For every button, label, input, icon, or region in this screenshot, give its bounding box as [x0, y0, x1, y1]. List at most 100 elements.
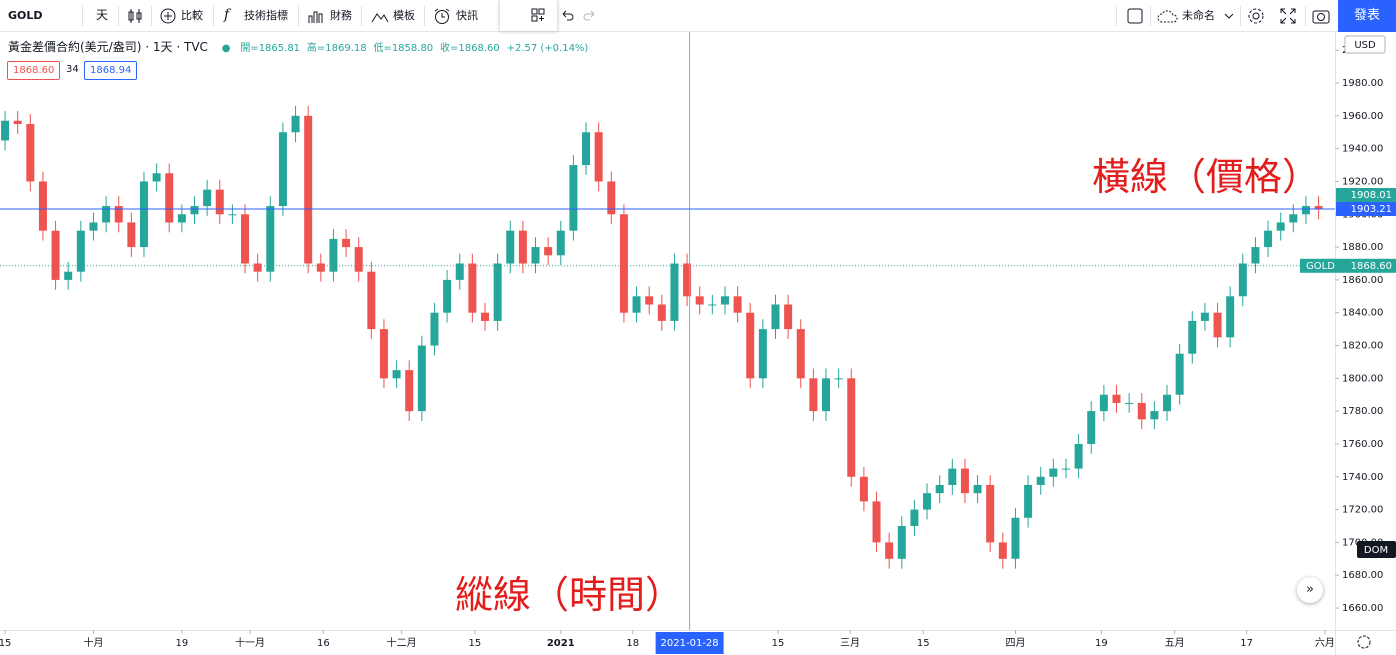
cloud-icon[interactable] — [1157, 9, 1179, 40]
candle-body — [897, 525, 906, 559]
candle-body — [910, 509, 919, 526]
x-tick-label: 17 — [1240, 638, 1253, 649]
candle-body — [342, 238, 351, 248]
templates-button[interactable]: 模板 — [393, 9, 415, 22]
bid-box[interactable]: 1868.60 — [7, 61, 61, 80]
separator — [361, 6, 362, 26]
alert-icon[interactable] — [433, 7, 451, 38]
y-tick-label: 1800.00 — [1342, 373, 1383, 384]
last-price-tag-value: 1868.60 — [1351, 261, 1392, 272]
candle-body — [670, 263, 679, 321]
undo-icon[interactable] — [560, 9, 574, 40]
candle-body — [102, 206, 111, 223]
financials-icon[interactable] — [307, 8, 325, 39]
interval-button[interactable]: 天 — [96, 8, 109, 22]
ask-box[interactable]: 1868.94 — [84, 61, 138, 80]
indicator-icon[interactable]: f — [224, 7, 230, 23]
candle-body — [1276, 222, 1285, 231]
symbol[interactable]: GOLD — [8, 9, 43, 22]
separator — [1305, 6, 1306, 26]
x-tick-label: 16 — [317, 638, 330, 649]
candle-body — [506, 230, 515, 264]
snapshot-icon[interactable] — [1312, 8, 1330, 39]
separator — [213, 6, 214, 26]
candle-body — [1036, 476, 1045, 485]
candle-body — [127, 222, 136, 248]
line-price-tag-box — [1336, 202, 1396, 217]
candle-body — [76, 230, 85, 272]
candle-body — [645, 296, 654, 305]
high-value: 高=1869.18 — [306, 43, 367, 54]
candle-body — [266, 206, 275, 272]
dom-label: DOM — [1364, 545, 1388, 556]
y-tick-label: 1860.00 — [1342, 275, 1383, 286]
candle-body — [468, 263, 477, 313]
candle-body — [619, 214, 628, 313]
candle-body — [430, 312, 439, 346]
change-value: +2.57 (+0.14%) — [506, 43, 589, 54]
y-tick-label: 1660.00 — [1342, 603, 1383, 614]
candle-body — [114, 206, 123, 223]
compare-icon[interactable] — [159, 7, 177, 38]
dropdown-icon[interactable] — [1224, 12, 1234, 43]
alerts-button[interactable]: 快訊 — [456, 9, 478, 22]
settings-icon[interactable] — [1247, 7, 1265, 38]
candle-body — [1264, 230, 1273, 248]
candle-body — [847, 378, 856, 477]
candle-body — [960, 468, 969, 494]
y-tick-label: 1880.00 — [1342, 242, 1383, 253]
candle-body — [443, 279, 452, 313]
x-tick-label: 十月 — [83, 636, 103, 649]
candle-body — [582, 132, 591, 166]
chart-type-icon[interactable] — [127, 7, 143, 38]
candle-body — [1112, 394, 1121, 403]
layout-name[interactable]: 未命名 — [1182, 9, 1215, 22]
separator-dot: · — [176, 40, 184, 54]
candle-body — [13, 120, 22, 125]
candle-body — [1011, 517, 1020, 559]
redo-icon[interactable] — [583, 9, 597, 40]
candle-body — [1099, 394, 1108, 412]
candle-body — [1226, 296, 1235, 338]
candle-body — [38, 181, 47, 231]
candle-body — [632, 296, 641, 313]
floating-toolbar — [499, 0, 558, 31]
rectangle-icon[interactable] — [1127, 8, 1143, 39]
separator — [1240, 6, 1241, 26]
candle-body — [1251, 247, 1260, 264]
candle-body — [758, 329, 767, 379]
candle-body — [556, 230, 565, 256]
candle-body — [998, 542, 1007, 559]
templates-icon[interactable] — [371, 8, 389, 39]
candle-body — [1150, 411, 1159, 420]
candle-body — [51, 230, 60, 280]
candle-body — [354, 247, 363, 272]
candle-body — [278, 132, 287, 207]
candle-body — [657, 304, 666, 321]
separator — [151, 6, 152, 26]
candle-body — [784, 304, 793, 330]
candle-body — [253, 263, 262, 272]
fullscreen-icon[interactable] — [1280, 8, 1296, 39]
indicators-button[interactable]: 技術指標 — [244, 9, 288, 22]
y-tick-label: 1840.00 — [1342, 308, 1383, 319]
y-tick-label: 1960.00 — [1342, 111, 1383, 122]
candle-body — [1125, 402, 1134, 404]
financials-button[interactable]: 財務 — [330, 9, 352, 22]
layout-icon[interactable] — [531, 8, 545, 22]
x-tick-label: 五月 — [1165, 637, 1185, 649]
y-tick-label: 1780.00 — [1342, 406, 1383, 417]
candle-body — [683, 263, 692, 297]
dom-box — [1357, 541, 1396, 558]
crosshair-date-label: 2021-01-28 — [661, 638, 719, 649]
interval: 1天 — [152, 40, 173, 54]
candle-body — [152, 173, 161, 182]
candle-body — [316, 263, 325, 272]
compare-button[interactable]: 比較 — [181, 9, 203, 22]
publish-button[interactable]: 發表 — [1338, 0, 1396, 32]
scroll-right-button[interactable]: » — [1297, 577, 1323, 603]
candle-body — [26, 124, 35, 182]
candle-body — [379, 329, 388, 379]
candle-body — [1188, 320, 1197, 354]
candle-body — [165, 173, 174, 223]
